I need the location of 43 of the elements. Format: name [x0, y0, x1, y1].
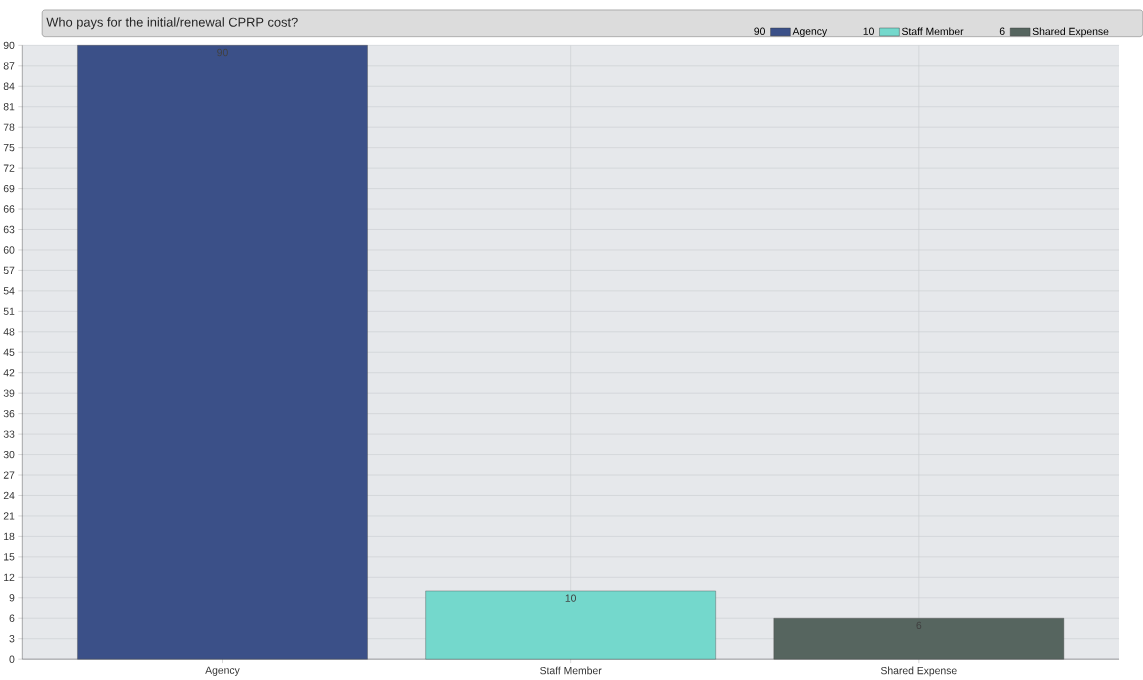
y-tick-label: 18	[4, 532, 15, 541]
x-tick-label: Staff Member	[540, 666, 602, 675]
chart-title: Who pays for the initial/renewal CPRP cost?	[46, 17, 298, 30]
y-tick-label: 3	[9, 635, 15, 643]
y-tick-label: 63	[3, 226, 15, 234]
y-tick-label: 24	[3, 492, 15, 500]
y-tick-label: 39	[3, 389, 15, 398]
y-tick-label: 57	[3, 267, 15, 275]
y-tick-label: 60	[3, 246, 15, 254]
y-tick-label: 0	[9, 655, 15, 664]
text: 10	[863, 27, 874, 36]
y-tick-label: 36	[3, 410, 15, 418]
y-tick-label: 27	[3, 471, 15, 479]
y-tick-label: 78	[3, 123, 15, 132]
y-tick-label: 15	[4, 553, 15, 561]
y-tick-label: 6	[9, 614, 15, 623]
data-label: 90	[217, 49, 228, 57]
y-tick-label: 66	[3, 205, 15, 213]
y-tick-label: 90	[3, 41, 15, 50]
y-tick-label: 87	[3, 62, 15, 70]
text: 6	[999, 27, 1005, 36]
y-tick-label: 69	[3, 185, 15, 193]
y-tick-label: 81	[3, 103, 15, 111]
y-tick-label: 12	[4, 573, 15, 582]
data-label: 10	[565, 594, 577, 602]
y-tick-label: 42	[3, 369, 15, 377]
y-tick-label: 33	[3, 430, 15, 438]
text: 90	[754, 27, 765, 36]
y-tick-label: 51	[3, 307, 15, 316]
y-tick-label: 21	[3, 512, 15, 520]
y-tick-label: 9	[9, 594, 15, 602]
legend-label: Agency	[792, 27, 828, 38]
y-tick-label: 72	[3, 164, 15, 172]
y-tick-label: 48	[3, 328, 15, 336]
legend-label: Shared Expense	[1032, 27, 1109, 38]
x-tick-label: Shared Expense	[880, 666, 957, 677]
x-tick-label: Agency	[205, 666, 240, 677]
y-tick-label: 84	[3, 82, 15, 91]
y-tick-label: 45	[3, 348, 15, 357]
y-tick-label: 30	[3, 451, 15, 459]
y-tick-label: 75	[3, 144, 15, 152]
y-tick-label: 54	[3, 287, 15, 295]
legend-label: Staff Member	[902, 27, 964, 36]
